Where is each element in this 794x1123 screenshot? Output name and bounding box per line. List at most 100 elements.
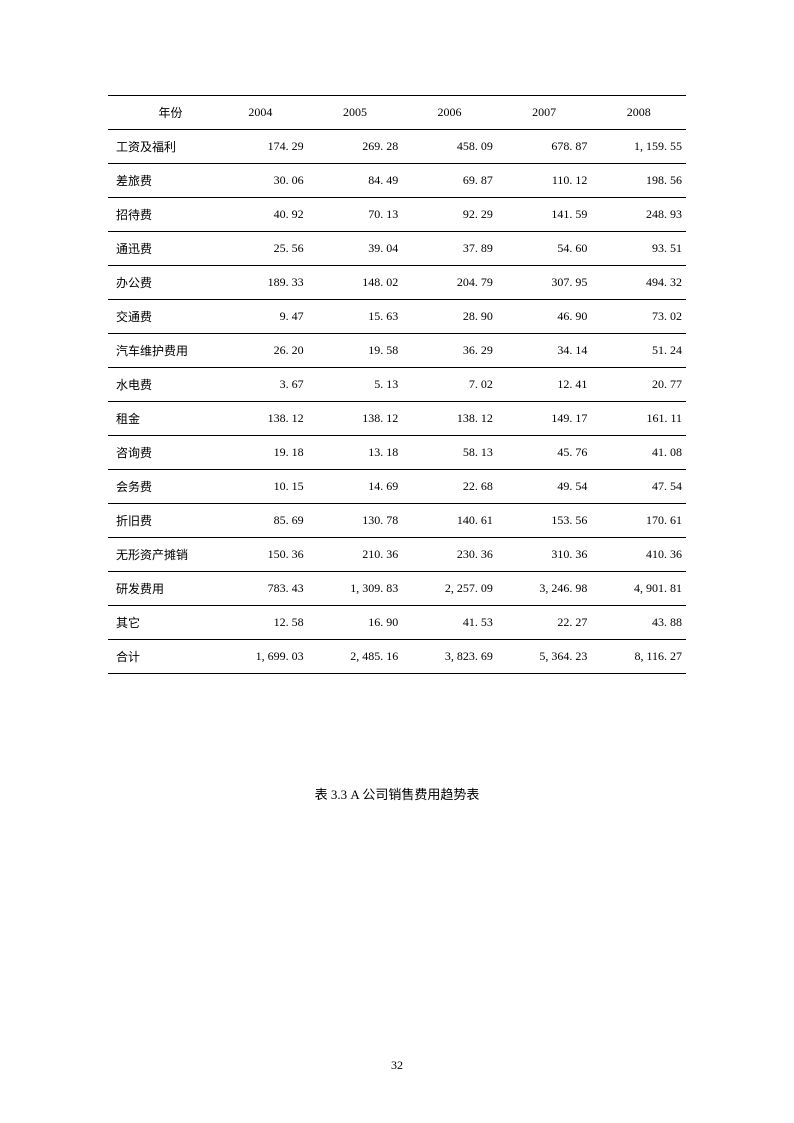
row-value: 43. 88 [591,606,686,640]
row-value: 1, 159. 55 [591,130,686,164]
row-value: 30. 06 [213,164,308,198]
row-value: 41. 08 [591,436,686,470]
row-value: 269. 28 [308,130,403,164]
table-row: 招待费40. 9270. 1392. 29141. 59248. 93 [108,198,686,232]
row-value: 85. 69 [213,504,308,538]
row-value: 130. 78 [308,504,403,538]
row-value: 36. 29 [402,334,497,368]
row-value: 40. 92 [213,198,308,232]
row-value: 22. 68 [402,470,497,504]
row-value: 5. 13 [308,368,403,402]
header-year: 2008 [591,96,686,130]
row-value: 37. 89 [402,232,497,266]
row-value: 51. 24 [591,334,686,368]
row-label: 水电费 [108,368,213,402]
table-row: 其它12. 5816. 9041. 5322. 2743. 88 [108,606,686,640]
row-value: 3, 823. 69 [402,640,497,674]
row-value: 140. 61 [402,504,497,538]
row-label: 无形资产摊销 [108,538,213,572]
row-label: 工资及福利 [108,130,213,164]
row-value: 189. 33 [213,266,308,300]
row-value: 150. 36 [213,538,308,572]
row-value: 210. 36 [308,538,403,572]
row-value: 28. 90 [402,300,497,334]
row-value: 310. 36 [497,538,592,572]
table-row: 工资及福利174. 29269. 28458. 09678. 871, 159.… [108,130,686,164]
row-value: 58. 13 [402,436,497,470]
row-value: 16. 90 [308,606,403,640]
row-value: 93. 51 [591,232,686,266]
row-value: 149. 17 [497,402,592,436]
table-row: 水电费3. 675. 137. 0212. 4120. 77 [108,368,686,402]
table-row: 无形资产摊销150. 36210. 36230. 36310. 36410. 3… [108,538,686,572]
header-year: 2004 [213,96,308,130]
row-value: 26. 20 [213,334,308,368]
table-row: 合计1, 699. 032, 485. 163, 823. 695, 364. … [108,640,686,674]
row-value: 2, 485. 16 [308,640,403,674]
row-value: 47. 54 [591,470,686,504]
row-label: 汽车维护费用 [108,334,213,368]
row-value: 13. 18 [308,436,403,470]
row-label: 咨询费 [108,436,213,470]
row-value: 5, 364. 23 [497,640,592,674]
row-value: 174. 29 [213,130,308,164]
row-value: 161. 11 [591,402,686,436]
row-value: 1, 309. 83 [308,572,403,606]
row-value: 4, 901. 81 [591,572,686,606]
row-label: 研发费用 [108,572,213,606]
table-header-row: 年份 2004 2005 2006 2007 2008 [108,96,686,130]
row-value: 49. 54 [497,470,592,504]
table-row: 研发费用783. 431, 309. 832, 257. 093, 246. 9… [108,572,686,606]
row-value: 25. 56 [213,232,308,266]
table-row: 差旅费30. 0684. 4969. 87110. 12198. 56 [108,164,686,198]
row-value: 45. 76 [497,436,592,470]
row-value: 73. 02 [591,300,686,334]
page-number: 32 [0,1058,794,1073]
row-value: 170. 61 [591,504,686,538]
row-value: 2, 257. 09 [402,572,497,606]
row-value: 783. 43 [213,572,308,606]
table-row: 咨询费19. 1813. 1858. 1345. 7641. 08 [108,436,686,470]
row-value: 39. 04 [308,232,403,266]
row-value: 15. 63 [308,300,403,334]
header-year: 2006 [402,96,497,130]
row-value: 12. 41 [497,368,592,402]
row-value: 19. 18 [213,436,308,470]
row-value: 198. 56 [591,164,686,198]
row-value: 14. 69 [308,470,403,504]
row-value: 494. 32 [591,266,686,300]
table-caption: 表 3.3 A 公司销售费用趋势表 [108,784,686,803]
row-value: 54. 60 [497,232,592,266]
row-label: 租金 [108,402,213,436]
row-value: 1, 699. 03 [213,640,308,674]
row-value: 84. 49 [308,164,403,198]
row-value: 92. 29 [402,198,497,232]
table-row: 租金138. 12138. 12138. 12149. 17161. 11 [108,402,686,436]
row-value: 20. 77 [591,368,686,402]
row-value: 204. 79 [402,266,497,300]
row-label: 交通费 [108,300,213,334]
row-label: 差旅费 [108,164,213,198]
table-row: 通迅费25. 5639. 0437. 8954. 6093. 51 [108,232,686,266]
row-value: 70. 13 [308,198,403,232]
row-label: 会务费 [108,470,213,504]
row-value: 153. 56 [497,504,592,538]
row-value: 12. 58 [213,606,308,640]
row-value: 307. 95 [497,266,592,300]
row-value: 230. 36 [402,538,497,572]
expense-table: 年份 2004 2005 2006 2007 2008 工资及福利174. 29… [108,95,686,674]
row-value: 141. 59 [497,198,592,232]
row-value: 41. 53 [402,606,497,640]
row-value: 678. 87 [497,130,592,164]
row-value: 3, 246. 98 [497,572,592,606]
row-value: 8, 116. 27 [591,640,686,674]
row-label: 通迅费 [108,232,213,266]
row-label: 折旧费 [108,504,213,538]
row-value: 22. 27 [497,606,592,640]
row-value: 410. 36 [591,538,686,572]
row-value: 69. 87 [402,164,497,198]
row-value: 138. 12 [402,402,497,436]
header-year: 2005 [308,96,403,130]
row-label: 合计 [108,640,213,674]
header-year: 2007 [497,96,592,130]
